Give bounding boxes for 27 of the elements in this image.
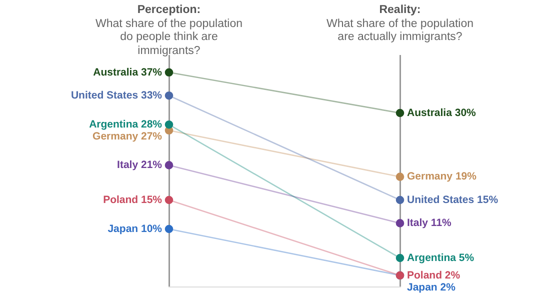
point (164, 161, 174, 170)
data-label: Germany 27% (92, 130, 163, 142)
x-tick-label: Reality: What share of the population are actually immigrants? (325, 4, 475, 44)
data-label: Italy 11% (407, 217, 452, 230)
data-label: Poland 2% (407, 269, 461, 282)
data-label: United States 15% (407, 194, 499, 206)
data-label: Australia 30% (407, 106, 477, 119)
data-label: Argentina 28% (89, 118, 163, 130)
point (396, 172, 404, 181)
point (396, 219, 404, 228)
x-tick-label: Perception: What share of the population do people think are immigrants? (94, 4, 244, 58)
point (396, 196, 404, 204)
data-label: Japan 2% (407, 281, 456, 293)
data-label: United States 33% (70, 89, 163, 102)
data-label: Argentina 5% (407, 252, 475, 264)
data-label: Poland 15% (103, 194, 163, 206)
data-label: Germany 19% (407, 170, 478, 183)
data-label: Australia 37% (93, 66, 163, 78)
point (396, 108, 404, 118)
data-label: Japan 10% (108, 222, 163, 235)
point (164, 196, 174, 204)
point (164, 120, 174, 129)
data-label: Italy 21% (117, 159, 163, 172)
point (396, 254, 404, 262)
point (164, 68, 174, 77)
point (164, 224, 174, 234)
point (164, 91, 174, 100)
